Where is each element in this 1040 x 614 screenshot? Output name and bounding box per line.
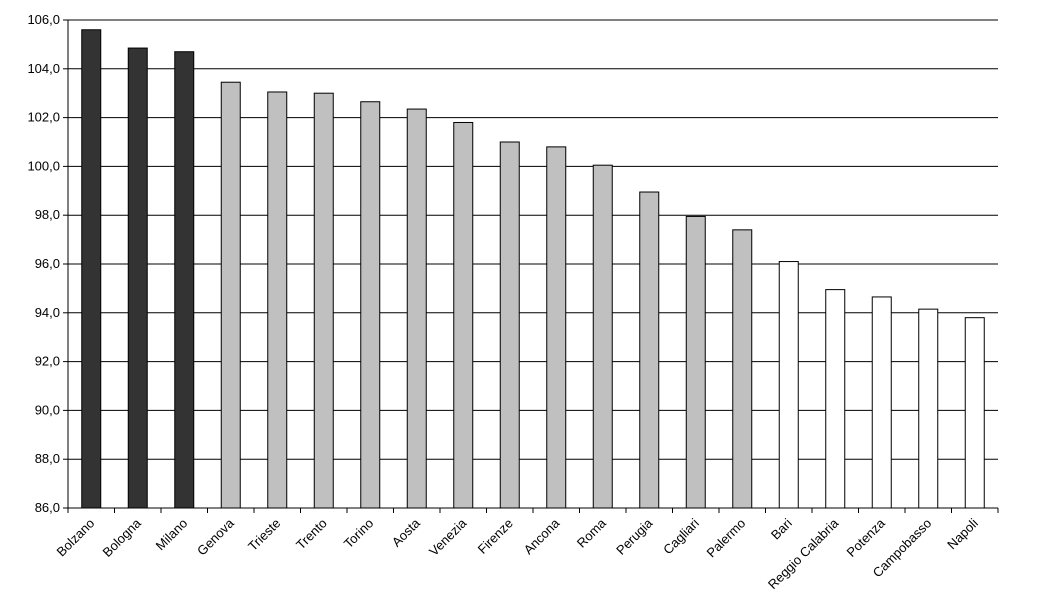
bar-bari [778, 261, 799, 509]
y-tick-label: 98,0 [35, 207, 60, 222]
bar-aosta [406, 108, 427, 509]
x-tick-label: Venezia [426, 515, 470, 559]
y-tick-label: 94,0 [35, 305, 60, 320]
x-tick-label: Bolzano [54, 516, 98, 560]
bar-cagliari [685, 215, 706, 509]
y-tick-label: 100,0 [27, 158, 60, 173]
bar-napoli [964, 317, 985, 509]
y-tick-label: 90,0 [35, 402, 60, 417]
x-tick-labels: Bolzano Bologna Milano Genova Trieste Trento T… [54, 515, 981, 592]
bars [81, 29, 985, 509]
bar-bolzano [81, 29, 102, 509]
x-tick-label: Bari [768, 515, 795, 542]
bar-roma [592, 164, 613, 509]
x-tick-label: Napoli [944, 515, 981, 552]
bar-genova [220, 81, 241, 509]
x-tick-label: Milano [153, 516, 191, 554]
bar-palermo [732, 229, 753, 509]
x-tick-label: Ancona [521, 515, 563, 557]
bar-firenze [499, 141, 520, 509]
x-tick-label: Trento [293, 516, 330, 553]
y-tick-label: 86,0 [35, 500, 60, 515]
y-tick-label: 104,0 [27, 61, 60, 76]
bar-reggio-calabria [825, 289, 846, 509]
bar-potenza [871, 296, 892, 509]
x-tick-label: Aosta [389, 515, 424, 550]
y-tick-label: 106,0 [27, 12, 60, 27]
bar-venezia [453, 121, 474, 509]
axes [63, 19, 999, 513]
y-tick-label: 92,0 [35, 354, 60, 369]
x-tick-label: Potenza [844, 515, 889, 560]
x-tick-label: Bologna [100, 515, 145, 560]
x-tick-label: Palermo [704, 516, 749, 561]
x-tick-label: Perugia [613, 515, 656, 558]
bar-torino [360, 101, 381, 509]
bar-trieste [267, 91, 288, 509]
bar-ancona [546, 146, 567, 509]
x-tick-label: Firenze [475, 516, 516, 557]
bar-milano [174, 51, 195, 509]
y-tick-labels: 86,0 88,0 90,0 92,0 94,0 96,0 98,0 100,0 102,0 10… [27, 12, 60, 515]
y-tick-label: 102,0 [27, 110, 60, 125]
y-tick-label: 96,0 [35, 256, 60, 271]
x-tick-label: Cagliari [660, 515, 702, 557]
bar-trento [313, 92, 334, 509]
x-tick-label: Roma [574, 515, 610, 551]
gridlines [68, 19, 998, 460]
bar-campobasso [918, 308, 939, 509]
bar-perugia [639, 191, 660, 509]
y-tick-label: 88,0 [35, 451, 60, 466]
x-tick-label: Genova [194, 515, 237, 558]
bar-bologna [127, 47, 148, 509]
x-tick-label: Trieste [245, 516, 283, 554]
x-tick-label: Torino [341, 516, 377, 552]
